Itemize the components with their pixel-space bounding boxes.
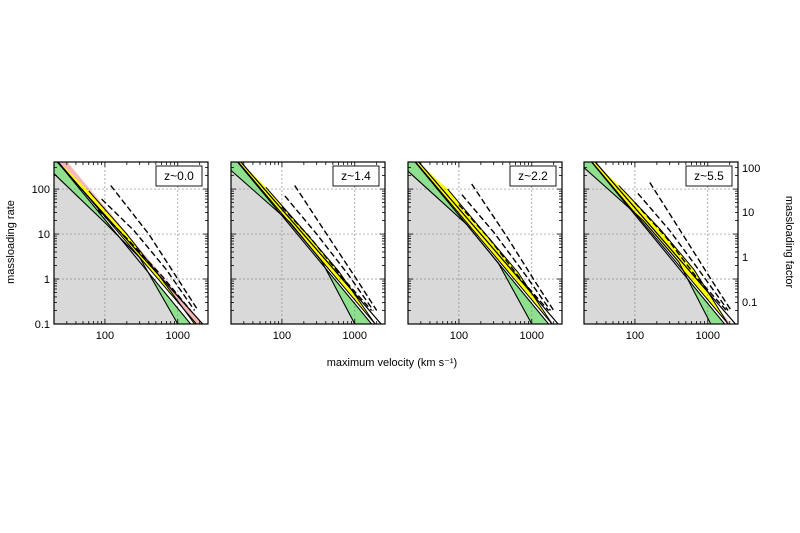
y-axis-label-right: massloading factor bbox=[783, 196, 795, 289]
y-axis-label-left: massloading rate bbox=[5, 200, 17, 284]
yellow-lower-line bbox=[618, 185, 729, 324]
x-tick-label: 100 bbox=[96, 330, 114, 342]
gray-region bbox=[584, 167, 711, 324]
y-tick-label-right: 100 bbox=[742, 163, 760, 175]
gray-region bbox=[408, 171, 532, 324]
plot-area bbox=[231, 162, 385, 324]
plot-frame bbox=[407, 161, 563, 325]
plot-area bbox=[408, 162, 562, 324]
x-tick-label: 100 bbox=[626, 330, 644, 342]
dashed-line-1 bbox=[634, 202, 727, 311]
green-boundary-line bbox=[56, 162, 192, 324]
redshift-label: z~1.4 bbox=[341, 169, 371, 183]
plot-frame bbox=[583, 161, 739, 325]
x-axis-label-main: maximum velocity (km s⁻¹) bbox=[327, 357, 457, 369]
dashed-line-1 bbox=[281, 206, 373, 311]
dashed-line-3 bbox=[110, 185, 199, 311]
dashed-line-3 bbox=[471, 183, 555, 311]
redshift-label: z~0.0 bbox=[164, 169, 194, 183]
upper-boundary-line bbox=[240, 162, 382, 324]
panel-2: 100 1000 z~1.4 bbox=[230, 161, 386, 342]
redshift-label-box bbox=[685, 165, 733, 187]
y-tick-label-left: 0.1 bbox=[35, 319, 50, 331]
x-axis-label: maximum velocity (km s⁻¹) bbox=[327, 357, 457, 369]
y-tick-label-right: 1 bbox=[742, 252, 748, 264]
x-tick-label: 1000 bbox=[520, 330, 544, 342]
dashed-line-1 bbox=[97, 209, 192, 311]
plot-area bbox=[584, 162, 738, 324]
x-tick-label: 100 bbox=[450, 330, 468, 342]
dashed-line-2 bbox=[284, 195, 374, 311]
y-tick-label-left: 100 bbox=[32, 184, 50, 196]
panel-4: 100 1000 0.1 1 10 100 z~5.5 bbox=[583, 161, 760, 342]
plot-frame bbox=[53, 161, 209, 325]
plot-frame bbox=[230, 161, 386, 325]
upper-boundary-line bbox=[417, 162, 559, 324]
redshift-label: z~2.2 bbox=[518, 169, 548, 183]
plot-area bbox=[54, 162, 208, 324]
yellow-lower-line bbox=[447, 188, 553, 324]
yellow-lower-line bbox=[88, 190, 196, 324]
x-tick-label: 1000 bbox=[696, 330, 720, 342]
green-band bbox=[54, 162, 191, 324]
gray-region bbox=[54, 173, 178, 324]
redshift-label-box bbox=[155, 165, 203, 187]
yellow-upper-line bbox=[415, 162, 553, 324]
yellow-upper-line bbox=[591, 162, 729, 324]
x-tick-label: 1000 bbox=[166, 330, 190, 342]
green-boundary-line bbox=[590, 162, 726, 324]
dashed-line-2 bbox=[637, 192, 729, 311]
redshift-label: z~5.5 bbox=[694, 169, 724, 183]
upper-boundary-line bbox=[594, 162, 736, 324]
dashed-line-3 bbox=[294, 185, 378, 311]
green-band bbox=[584, 162, 725, 324]
panel-1: 100 1000 0.1 1 10 100 z~0.0 bbox=[32, 161, 209, 342]
dashed-line-3 bbox=[649, 182, 732, 311]
y-tick-label-left: 10 bbox=[38, 229, 50, 241]
green-boundary-line bbox=[414, 162, 550, 324]
y-tick-label-right: 0.1 bbox=[742, 297, 757, 309]
dashed-line-1 bbox=[458, 204, 550, 311]
dashed-line-2 bbox=[461, 194, 551, 311]
gray-boundary-line bbox=[584, 167, 712, 324]
green-boundary-line bbox=[236, 162, 373, 324]
dashed-line-2 bbox=[101, 198, 196, 311]
gray-region bbox=[231, 170, 355, 324]
x-tick-label: 100 bbox=[273, 330, 291, 342]
x-tick-label: 1000 bbox=[343, 330, 367, 342]
upper-boundary-line bbox=[56, 162, 204, 324]
y-tick-label-left: 1 bbox=[44, 274, 50, 286]
panel-3: 100 1000 z~2.2 bbox=[407, 161, 563, 342]
green-band bbox=[231, 162, 372, 324]
y-tick-label-right: 10 bbox=[742, 207, 754, 219]
redshift-label-box bbox=[509, 165, 557, 187]
redshift-label-box bbox=[332, 165, 380, 187]
yellow-upper-line bbox=[237, 162, 376, 324]
